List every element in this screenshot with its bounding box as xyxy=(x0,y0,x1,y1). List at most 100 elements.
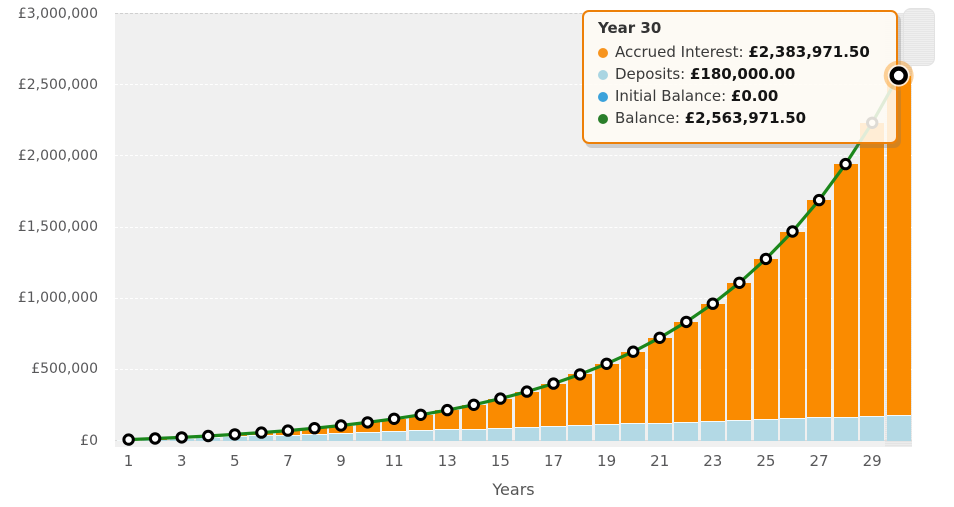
bar-deposits[interactable] xyxy=(780,418,805,441)
bar-accrued-interest[interactable] xyxy=(700,303,725,421)
bar-deposits[interactable] xyxy=(382,431,407,441)
tooltip-row: Initial Balance: £0.00 xyxy=(598,85,884,107)
tooltip-row-value: £2,383,971.50 xyxy=(748,43,870,61)
bar-accrued-interest[interactable] xyxy=(461,404,486,429)
y-axis-label: £1,000,000 xyxy=(17,290,98,307)
bar-accrued-interest[interactable] xyxy=(860,122,885,416)
y-axis-label: £1,500,000 xyxy=(17,219,98,235)
bar-accrued-interest[interactable] xyxy=(302,428,327,434)
y-axis-label: £2,500,000 xyxy=(17,76,98,93)
tooltip: Year 30 Accrued Interest: £2,383,971.50 D… xyxy=(582,10,898,144)
tooltip-row-label: Deposits: xyxy=(615,65,690,83)
x-axis-label: 15 xyxy=(490,452,510,470)
bar-accrued-interest[interactable] xyxy=(674,321,699,422)
bar-deposits[interactable] xyxy=(408,430,433,441)
x-axis-label: 5 xyxy=(230,452,240,470)
x-axis-title: Years xyxy=(492,480,535,499)
bar-accrued-interest[interactable] xyxy=(727,282,752,421)
bar-accrued-interest[interactable] xyxy=(541,383,566,426)
gridline xyxy=(115,155,912,157)
bar-deposits[interactable] xyxy=(700,420,725,441)
bar-deposits[interactable] xyxy=(567,425,593,441)
x-axis-label: 19 xyxy=(597,452,617,470)
bar-deposits[interactable] xyxy=(302,433,327,441)
x-axis-label: 21 xyxy=(650,452,670,470)
zoom-out-button[interactable] xyxy=(903,8,935,66)
y-axis-label: £2,000,000 xyxy=(17,147,98,164)
bar-deposits[interactable] xyxy=(435,429,460,441)
bar-accrued-interest[interactable] xyxy=(806,200,832,418)
x-axis-label: 29 xyxy=(862,452,882,470)
bar-accrued-interest[interactable] xyxy=(408,414,433,431)
bar-deposits[interactable] xyxy=(143,438,168,441)
x-axis-label: 25 xyxy=(756,452,776,470)
bar-accrued-interest[interactable] xyxy=(621,351,646,424)
tooltip-row-value: £180,000.00 xyxy=(689,65,796,83)
bar-accrued-interest[interactable] xyxy=(196,436,221,438)
series-bullet-icon xyxy=(598,69,608,80)
bar-deposits[interactable] xyxy=(196,437,221,441)
bar-deposits[interactable] xyxy=(169,437,194,441)
x-axis-label: 27 xyxy=(809,452,829,470)
bar-deposits[interactable] xyxy=(806,417,832,441)
y-axis-label: £3,000,000 xyxy=(17,5,98,22)
bar-accrued-interest[interactable] xyxy=(488,398,513,428)
bar-accrued-interest[interactable] xyxy=(594,363,619,425)
tooltip-row: Accrued Interest: £2,383,971.50 xyxy=(598,41,884,63)
bar-deposits[interactable] xyxy=(461,428,486,441)
tooltip-row-value: £0.00 xyxy=(730,87,779,105)
tooltip-row-label: Accrued Interest: xyxy=(615,43,749,61)
bar-accrued-interest[interactable] xyxy=(169,437,194,438)
bar-deposits[interactable] xyxy=(222,436,247,441)
x-axis-label: 7 xyxy=(283,452,293,470)
bar-accrued-interest[interactable] xyxy=(567,374,593,426)
bar-deposits[interactable] xyxy=(514,426,539,441)
bar-accrued-interest[interactable] xyxy=(833,164,858,417)
bar-deposits[interactable] xyxy=(886,414,911,441)
tooltip-row: Balance: £2,563,971.50 xyxy=(598,107,884,129)
x-axis-label: 17 xyxy=(543,452,564,470)
series-bullet-icon xyxy=(598,113,608,124)
bar-deposits[interactable] xyxy=(541,425,566,441)
x-axis-label: 13 xyxy=(437,452,457,470)
bar-deposits[interactable] xyxy=(249,435,274,441)
tooltip-rows: Accrued Interest: £2,383,971.50 Deposits:… xyxy=(598,41,884,129)
bar-deposits[interactable] xyxy=(621,423,646,441)
bar-deposits[interactable] xyxy=(594,424,619,441)
series-bullet-icon xyxy=(598,91,608,102)
bar-accrued-interest[interactable] xyxy=(249,432,274,436)
bar-deposits[interactable] xyxy=(860,415,885,441)
x-axis-label: 9 xyxy=(336,452,346,470)
bar-deposits[interactable] xyxy=(647,422,672,441)
tooltip-row-label: Balance: xyxy=(615,109,685,127)
bar-deposits[interactable] xyxy=(727,420,752,441)
x-axis-label: 1 xyxy=(123,452,134,470)
y-axis-label: £0 xyxy=(80,432,98,449)
bar-accrued-interest[interactable] xyxy=(275,430,300,435)
bar-deposits[interactable] xyxy=(275,434,300,441)
bar-accrued-interest[interactable] xyxy=(382,418,407,432)
x-axis-label: 3 xyxy=(176,452,187,470)
bar-accrued-interest[interactable] xyxy=(355,422,380,432)
bar-deposits[interactable] xyxy=(833,416,858,441)
y-axis-label: £500,000 xyxy=(31,361,98,378)
tooltip-row: Deposits: £180,000.00 xyxy=(598,63,884,85)
bar-deposits[interactable] xyxy=(674,421,699,441)
bar-accrued-interest[interactable] xyxy=(222,434,247,437)
series-bullet-icon xyxy=(598,47,608,58)
bar-accrued-interest[interactable] xyxy=(647,337,672,423)
tooltip-row-value: £2,563,971.50 xyxy=(684,109,807,127)
bar-deposits[interactable] xyxy=(753,419,779,441)
bar-accrued-interest[interactable] xyxy=(435,410,460,430)
bar-deposits[interactable] xyxy=(355,431,380,441)
tooltip-title: Year 30 xyxy=(598,19,662,37)
tooltip-row-label: Initial Balance: xyxy=(615,87,731,105)
x-axis-label: 23 xyxy=(703,452,723,470)
bar-accrued-interest[interactable] xyxy=(328,425,354,433)
bar-deposits[interactable] xyxy=(328,432,354,441)
bar-accrued-interest[interactable] xyxy=(780,231,805,419)
bar-deposits[interactable] xyxy=(488,427,513,441)
bar-accrued-interest[interactable] xyxy=(514,391,539,427)
bar-accrued-interest[interactable] xyxy=(753,258,779,420)
